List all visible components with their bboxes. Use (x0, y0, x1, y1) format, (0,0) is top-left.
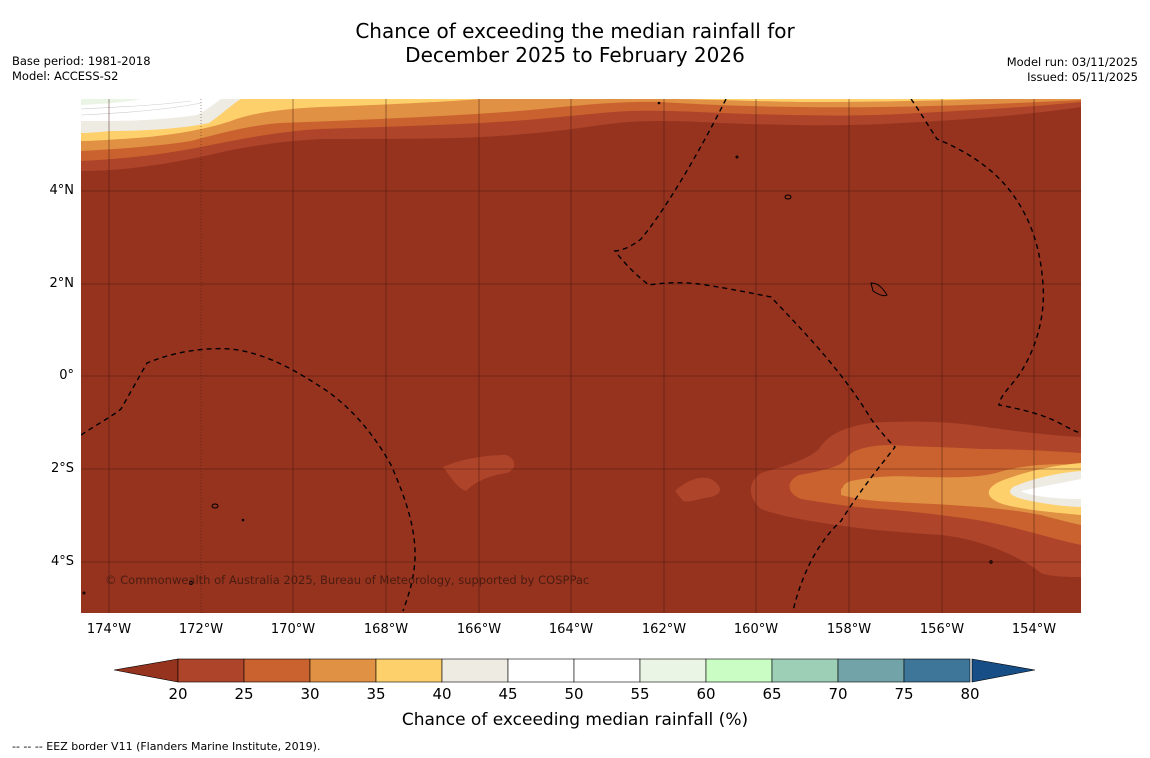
colorbar-tick-40: 40 (432, 685, 452, 703)
colorbar-segments (177, 658, 971, 683)
lon-label-166w: 166°W (456, 622, 502, 637)
map-background (81, 99, 1081, 613)
lon-label-156w: 156°W (919, 622, 965, 637)
lat-label-2s: 2°S (50, 461, 74, 476)
colorbar-tick-35: 35 (366, 685, 386, 703)
island-8 (657, 101, 661, 105)
colorbar-tick-20: 20 (168, 685, 188, 703)
lon-label-164w: 164°W (548, 622, 594, 637)
colorbar-segment-75-80 (903, 658, 971, 683)
colorbar-tick-75: 75 (894, 685, 914, 703)
colorbar-tick-55: 55 (630, 685, 650, 703)
eez-border-right (910, 99, 1081, 434)
island-9 (82, 591, 86, 595)
colorbar-segment-30-35 (309, 658, 377, 683)
issued-text: Issued: 05/11/2025 (1027, 70, 1138, 84)
colorbar-segment-45-50 (507, 658, 575, 683)
colorbar-segment-20-25 (177, 658, 245, 683)
islands (82, 101, 993, 595)
island-1 (784, 194, 792, 200)
lon-label-160w: 160°W (733, 622, 779, 637)
meta-right: Model run: 03/11/2025 Issued: 05/11/2025 (1007, 55, 1138, 85)
contour-patch-center (675, 477, 721, 502)
colorbar-svg (113, 658, 1036, 683)
lat-label-0: 0° (59, 368, 74, 383)
lon-label-170w: 170°W (270, 622, 316, 637)
graticule (81, 99, 1081, 613)
colorbar-segment-25-30 (243, 658, 311, 683)
lon-label-174w: 174°W (86, 622, 132, 637)
contour-top-30-35 (81, 99, 1081, 151)
title-line-2: December 2025 to February 2026 (405, 43, 745, 67)
lon-label-158w: 158°W (826, 622, 872, 637)
colorbar (113, 658, 1038, 688)
colorbar-segment-35-40 (375, 658, 443, 683)
colorbar-tick-45: 45 (498, 685, 518, 703)
colorbar-low-extension (113, 658, 179, 683)
lon-label-154w: 154°W (1011, 622, 1057, 637)
colorbar-segment-70-75 (837, 658, 905, 683)
colorbar-segment-40-45 (441, 658, 509, 683)
model-run-text: Model run: 03/11/2025 (1006, 55, 1138, 69)
colorbar-tick-50: 50 (564, 685, 584, 703)
colorbar-segment-65-70 (771, 658, 839, 683)
lon-label-162w: 162°W (641, 622, 687, 637)
lon-label-172w: 172°W (178, 622, 224, 637)
eez-footnote: -- -- -- EEZ border V11 (Flanders Marine… (12, 740, 321, 753)
contour-right-30-35-inner (841, 481, 917, 502)
island-3 (211, 503, 219, 509)
contour-top-55-60 (81, 99, 141, 105)
colorbar-tick-80: 80 (960, 685, 980, 703)
island-2 (870, 282, 888, 297)
colorbar-segment-50-55 (573, 658, 641, 683)
lat-label-2n: 2°N (49, 276, 75, 291)
island-4 (241, 518, 245, 522)
colorbar-tick-30: 30 (300, 685, 320, 703)
contour-lines-white-region (81, 100, 202, 116)
lat-label-4n: 4°N (49, 183, 75, 198)
contour-right-45-55 (1021, 479, 1081, 499)
contour-patch-center-left (443, 455, 515, 491)
colorbar-tick-25: 25 (234, 685, 254, 703)
base-period-text: Base period: 1981-2018 (12, 54, 151, 68)
colorbar-tick-70: 70 (828, 685, 848, 703)
rainfall-map (81, 99, 1081, 613)
eez-borders (81, 99, 1081, 612)
eez-border-left (81, 347, 416, 612)
colorbar-high-extension (971, 658, 1036, 683)
island-5 (189, 581, 193, 585)
eez-border-center (613, 99, 896, 612)
lat-label-4s: 4°S (50, 554, 74, 569)
colorbar-tick-60: 60 (696, 685, 716, 703)
colorbar-segment-60-65 (705, 658, 773, 683)
island-7 (735, 155, 739, 159)
colorbar-tick-65: 65 (762, 685, 782, 703)
title-line-1: Chance of exceeding the median rainfall … (355, 19, 795, 43)
colorbar-title: Chance of exceeding median rainfall (%) (401, 710, 749, 730)
map-canvas (81, 99, 1081, 613)
map-title: Chance of exceeding the median rainfall … (0, 19, 1150, 67)
copyright-text: © Commonwealth of Australia 2025, Bureau… (105, 573, 590, 587)
colorbar-segment-55-60 (639, 658, 707, 683)
meta-left: Base period: 1981-2018 Model: ACCESS-S2 (12, 54, 151, 84)
lon-label-168w: 168°W (363, 622, 409, 637)
model-text: Model: ACCESS-S2 (12, 69, 119, 83)
island-6 (989, 560, 993, 564)
